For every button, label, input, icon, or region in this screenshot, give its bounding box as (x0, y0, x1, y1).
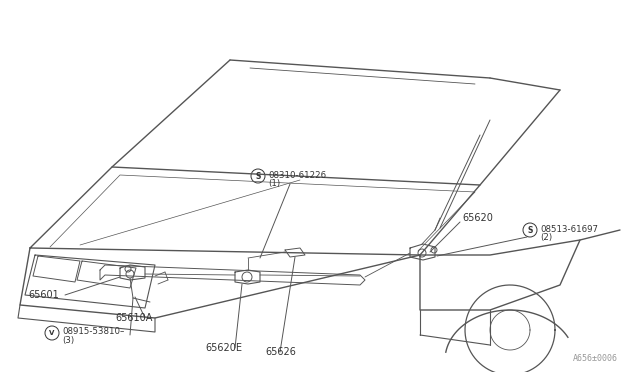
Text: 65601: 65601 (28, 290, 59, 300)
Text: (2): (2) (540, 232, 552, 241)
Text: A656±0006: A656±0006 (573, 354, 618, 363)
Text: 65626: 65626 (265, 347, 296, 357)
Text: V: V (49, 330, 54, 336)
Text: 65620: 65620 (462, 213, 493, 223)
Text: 08310-61226: 08310-61226 (268, 170, 326, 180)
Text: 65610A: 65610A (115, 313, 152, 323)
Text: S: S (527, 225, 532, 234)
Text: S: S (255, 171, 260, 180)
Text: 08915-53810–: 08915-53810– (62, 327, 124, 337)
Text: 08513-61697: 08513-61697 (540, 224, 598, 234)
Text: (1): (1) (268, 179, 280, 187)
Text: (3): (3) (62, 336, 74, 344)
Text: 65620E: 65620E (205, 343, 242, 353)
